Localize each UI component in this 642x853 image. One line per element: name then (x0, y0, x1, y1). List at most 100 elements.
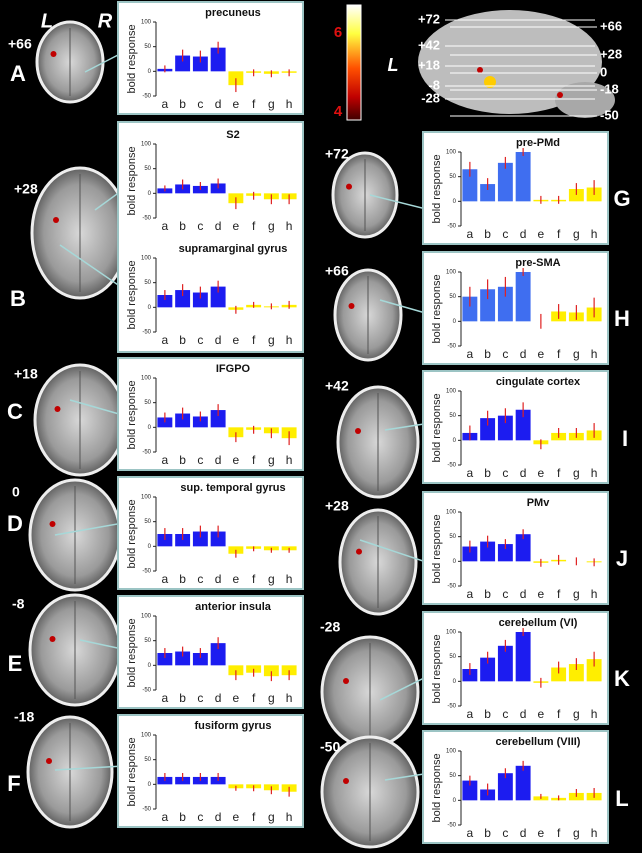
x-tick-label: h (286, 810, 293, 824)
x-tick-label: b (179, 333, 186, 347)
x-tick-label: g (268, 810, 275, 824)
activation (53, 217, 59, 223)
activation (343, 778, 349, 784)
y-tick-label: -50 (142, 94, 151, 100)
x-tick-label: d (215, 691, 222, 705)
chart-title: sup. temporal gyrus (180, 482, 285, 494)
x-tick-label: c (197, 572, 203, 586)
y-tick-label: 100 (141, 142, 152, 148)
x-tick-label: f (557, 587, 561, 601)
x-tick-label: b (179, 453, 186, 467)
x-tick-label: c (502, 347, 508, 361)
x-tick-label: b (484, 707, 491, 721)
slice-label: -28 (421, 90, 440, 105)
slice-label: +28 (600, 46, 622, 61)
x-tick-label: g (268, 691, 275, 705)
bar (515, 409, 531, 441)
bar (568, 189, 584, 202)
chart-box (422, 491, 609, 605)
x-tick-label: h (591, 466, 598, 480)
colorbar-label: 4 (334, 103, 343, 120)
x-tick-label: g (268, 333, 275, 347)
x-tick-label: c (502, 466, 508, 480)
slice-label: -50 (600, 107, 619, 122)
bar (462, 780, 478, 801)
chart-box (422, 730, 609, 844)
activation (484, 76, 496, 88)
panel-letter: H (614, 306, 630, 331)
chart-box (117, 595, 304, 709)
y-axis-label: bold response (431, 753, 443, 822)
x-tick-label: a (467, 587, 474, 601)
bar (515, 632, 531, 682)
x-tick-label: c (197, 810, 203, 824)
bar (210, 286, 226, 308)
x-tick-label: g (573, 227, 580, 241)
y-axis-label: bold response (431, 393, 443, 462)
x-tick-label: f (557, 707, 561, 721)
slice-label: +66 (325, 263, 349, 279)
y-tick-label: 100 (446, 270, 457, 276)
x-tick-label: f (252, 219, 256, 233)
y-axis-label: bold response (431, 514, 443, 583)
x-tick-label: f (557, 347, 561, 361)
y-tick-label: 100 (141, 733, 152, 739)
chart-title: S2 (226, 129, 239, 141)
x-tick-label: c (197, 691, 203, 705)
panel-letter: I (622, 426, 628, 451)
x-tick-label: a (162, 97, 169, 111)
bar (497, 645, 513, 682)
y-tick-label: 100 (141, 376, 152, 382)
colorbar-label: 6 (334, 24, 342, 41)
y-axis-label: bold response (431, 274, 443, 343)
bar (586, 659, 602, 682)
panel-letter: L (615, 786, 628, 811)
chart-title: PMv (527, 497, 551, 509)
chart-title: precuneus (205, 7, 261, 19)
y-tick-label: 50 (144, 44, 151, 50)
y-tick-label: -50 (447, 823, 456, 829)
x-tick-label: a (162, 810, 169, 824)
x-tick-label: h (286, 453, 293, 467)
bar (551, 667, 567, 682)
x-tick-label: d (520, 347, 527, 361)
activation (54, 406, 61, 412)
chart-box (117, 1, 304, 115)
activation (477, 67, 483, 73)
x-tick-label: d (520, 826, 527, 840)
y-tick-label: 0 (453, 438, 457, 444)
x-tick-label: e (233, 572, 240, 586)
x-tick-label: d (520, 587, 527, 601)
slice-label: +42 (418, 37, 440, 52)
chart-title: cingulate cortex (496, 376, 581, 388)
bar (175, 290, 191, 308)
y-tick-label: 50 (144, 280, 151, 286)
x-tick-label: a (162, 219, 169, 233)
y-tick-label: 0 (453, 319, 457, 325)
y-axis-label: bold response (126, 499, 138, 568)
x-tick-label: b (484, 227, 491, 241)
slice-label: -50 (320, 739, 340, 755)
bar (210, 643, 226, 666)
y-axis-label: bold response (126, 737, 138, 806)
x-tick-label: h (286, 691, 293, 705)
bar (157, 534, 173, 547)
x-tick-label: b (484, 466, 491, 480)
y-tick-label: 100 (141, 614, 152, 620)
leader-line (84, 54, 119, 73)
bar (157, 653, 173, 666)
x-tick-label: h (591, 227, 598, 241)
slice-label: +66 (600, 18, 622, 33)
bar (497, 286, 513, 322)
slice-label: -18 (14, 709, 34, 725)
y-tick-label: -50 (142, 216, 151, 222)
y-tick-label: -50 (142, 807, 151, 813)
activation (356, 548, 362, 555)
x-tick-label: a (467, 707, 474, 721)
x-tick-label: d (215, 453, 222, 467)
x-tick-label: b (179, 97, 186, 111)
bar (515, 152, 531, 202)
y-axis-label: bold response (126, 618, 138, 687)
bar (210, 531, 226, 547)
